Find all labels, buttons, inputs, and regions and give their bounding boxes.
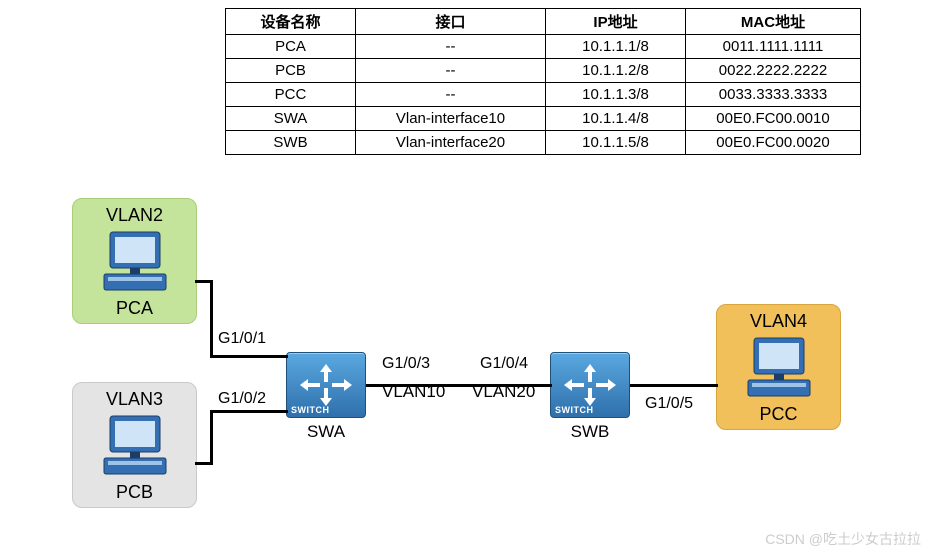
pc-name: PCB [73,482,196,503]
table-row: PCA--10.1.1.1/80011.1111.1111 [226,35,861,59]
switch-box-label: SWITCH [291,405,330,415]
col-header: MAC地址 [686,9,861,35]
switch-name: SWB [550,422,630,442]
switch-name: SWA [286,422,366,442]
table-row: SWAVlan-interface1010.1.1.4/800E0.FC00.0… [226,107,861,131]
label-g102: G1/0/2 [218,390,266,408]
wire-6 [366,384,552,387]
vlan-label: VLAN4 [717,311,840,332]
pc-pcb: VLAN3 PCB [72,382,197,508]
pc-pca: VLAN2 PCA [72,198,197,324]
vlan-label: VLAN3 [73,389,196,410]
switch-icon: SWITCH [286,352,366,418]
label-g103: G1/0/3 [382,355,430,373]
label-g101: G1/0/1 [218,330,266,348]
pc-pcc: VLAN4 PCC [716,304,841,430]
computer-icon [100,414,170,478]
table-row: SWBVlan-interface2010.1.1.5/800E0.FC00.0… [226,131,861,155]
pc-name: PCC [717,404,840,425]
switch-arrows-icon [560,362,620,408]
vlan-label: VLAN2 [73,205,196,226]
watermark: CSDN @吃土少女古拉拉 [765,529,921,549]
wire-2 [210,355,288,358]
label-g105: G1/0/5 [645,395,693,413]
switch-swa: SWITCH SWA [286,352,366,442]
table-row: PCB--10.1.1.2/80022.2222.2222 [226,59,861,83]
col-header: 接口 [356,9,546,35]
label-g104: G1/0/4 [480,355,528,373]
wire-1 [210,280,213,358]
table-row: PCC--10.1.1.3/80033.3333.3333 [226,83,861,107]
switch-arrows-icon [296,362,356,408]
wire-7 [630,384,718,387]
computer-icon [744,336,814,400]
col-header: IP地址 [546,9,686,35]
wire-4 [210,410,213,465]
col-header: 设备名称 [226,9,356,35]
switch-box-label: SWITCH [555,405,594,415]
switch-swb: SWITCH SWB [550,352,630,442]
device-table: 设备名称接口IP地址MAC地址PCA--10.1.1.1/80011.1111.… [225,8,861,155]
switch-icon: SWITCH [550,352,630,418]
wire-5 [210,410,288,413]
computer-icon [100,230,170,294]
pc-name: PCA [73,298,196,319]
